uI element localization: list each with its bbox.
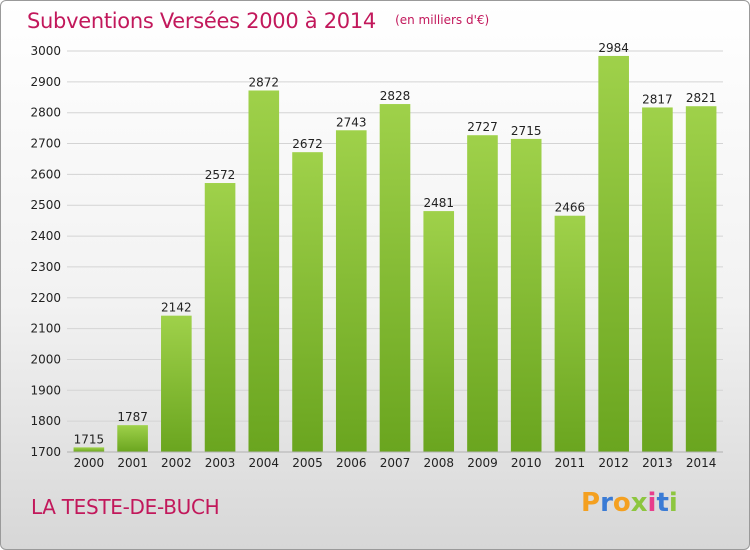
y-tick-label: 2600 — [30, 167, 61, 181]
bar-2011 — [554, 215, 586, 452]
y-tick-label: 2700 — [30, 137, 61, 151]
data-label: 2727 — [467, 120, 498, 134]
y-tick-label: 2400 — [30, 229, 61, 243]
data-label: 2715 — [511, 124, 542, 138]
bar-2004 — [248, 90, 280, 452]
bar-2009 — [467, 135, 498, 452]
x-tick-label: 2001 — [117, 456, 148, 470]
data-label: 2828 — [380, 89, 411, 103]
logo-letter: x — [630, 488, 648, 518]
y-tick-label: 2200 — [30, 291, 61, 305]
x-tick-label: 2014 — [686, 456, 717, 470]
data-label: 2821 — [686, 91, 717, 105]
x-tick-label: 2006 — [336, 456, 367, 470]
bar-2005 — [292, 152, 323, 452]
y-tick-label: 1700 — [30, 445, 61, 459]
x-axis: 2000 2001 2002 2003 2004 2005 2006 2007 2008 2009… — [67, 451, 723, 470]
bar-2014 — [685, 106, 717, 453]
logo-letter: i — [668, 488, 678, 518]
chart-subtitle: (en milliers d'€) — [395, 13, 490, 27]
x-tick-label: 2008 — [423, 456, 454, 470]
y-tick-label: 2000 — [30, 352, 61, 366]
x-tick-label: 2007 — [380, 456, 411, 470]
logo-letter: t — [656, 488, 669, 518]
x-tick-label: 2012 — [598, 456, 629, 470]
data-label: 2872 — [249, 75, 280, 89]
bar-2003 — [204, 183, 236, 452]
y-tick-label: 2500 — [30, 198, 61, 212]
data-label: 2984 — [598, 41, 629, 55]
bar-2010 — [510, 138, 542, 452]
y-tick-label: 2100 — [30, 322, 61, 336]
place-name: LA TESTE-DE-BUCH — [31, 495, 220, 519]
data-label: 1787 — [117, 410, 148, 424]
y-tick-label: 2300 — [30, 260, 61, 274]
x-tick-label: 2005 — [292, 456, 323, 470]
y-tick-label: 2900 — [30, 75, 61, 89]
data-label: 2466 — [555, 201, 586, 215]
x-tick-label: 2004 — [249, 456, 280, 470]
bar-2001 — [117, 425, 148, 452]
bar-2000 — [73, 447, 105, 452]
x-tick-label: 2002 — [161, 456, 192, 470]
bar-2006 — [335, 130, 367, 453]
y-tick-label: 1800 — [30, 414, 61, 428]
chart-header: Subventions Versées 2000 à 2014 (en mill… — [27, 9, 489, 33]
bar-2002 — [161, 315, 192, 452]
bar-2013 — [642, 107, 673, 453]
logo-letter: P — [581, 488, 601, 518]
data-label: 2142 — [161, 301, 192, 315]
chart-title: Subventions Versées 2000 à 2014 — [27, 9, 376, 33]
logo-letter: i — [647, 488, 657, 518]
y-axis: 1700 1800 1900 2000 2100 2200 2300 2400 2500 2600… — [30, 44, 61, 459]
data-label: 2481 — [423, 196, 454, 210]
logo-letter: o — [612, 488, 631, 518]
y-tick-label: 2800 — [30, 106, 61, 120]
x-tick-label: 2003 — [205, 456, 236, 470]
data-label: 2743 — [336, 115, 367, 129]
bar-2008 — [423, 211, 455, 452]
bars — [73, 55, 717, 453]
bar-2007 — [379, 104, 411, 452]
x-tick-label: 2011 — [555, 456, 586, 470]
data-labels: 1715 1787 2142 2572 2872 2672 2743 2828 2481 2727… — [74, 41, 717, 446]
x-tick-label: 2009 — [467, 456, 498, 470]
data-label: 2572 — [205, 168, 236, 182]
logo-letter: r — [600, 488, 613, 518]
data-label: 1715 — [74, 432, 105, 446]
x-tick-label: 2010 — [511, 456, 542, 470]
data-label: 2817 — [642, 92, 673, 106]
y-tick-label: 3000 — [30, 44, 61, 58]
proxiti-logo[interactable]: Proxiti — [581, 488, 678, 518]
x-tick-label: 2013 — [642, 456, 673, 470]
bar-2012 — [598, 55, 629, 452]
x-tick-label: 2000 — [74, 456, 105, 470]
y-tick-label: 1900 — [30, 383, 61, 397]
data-label: 2672 — [292, 137, 323, 151]
